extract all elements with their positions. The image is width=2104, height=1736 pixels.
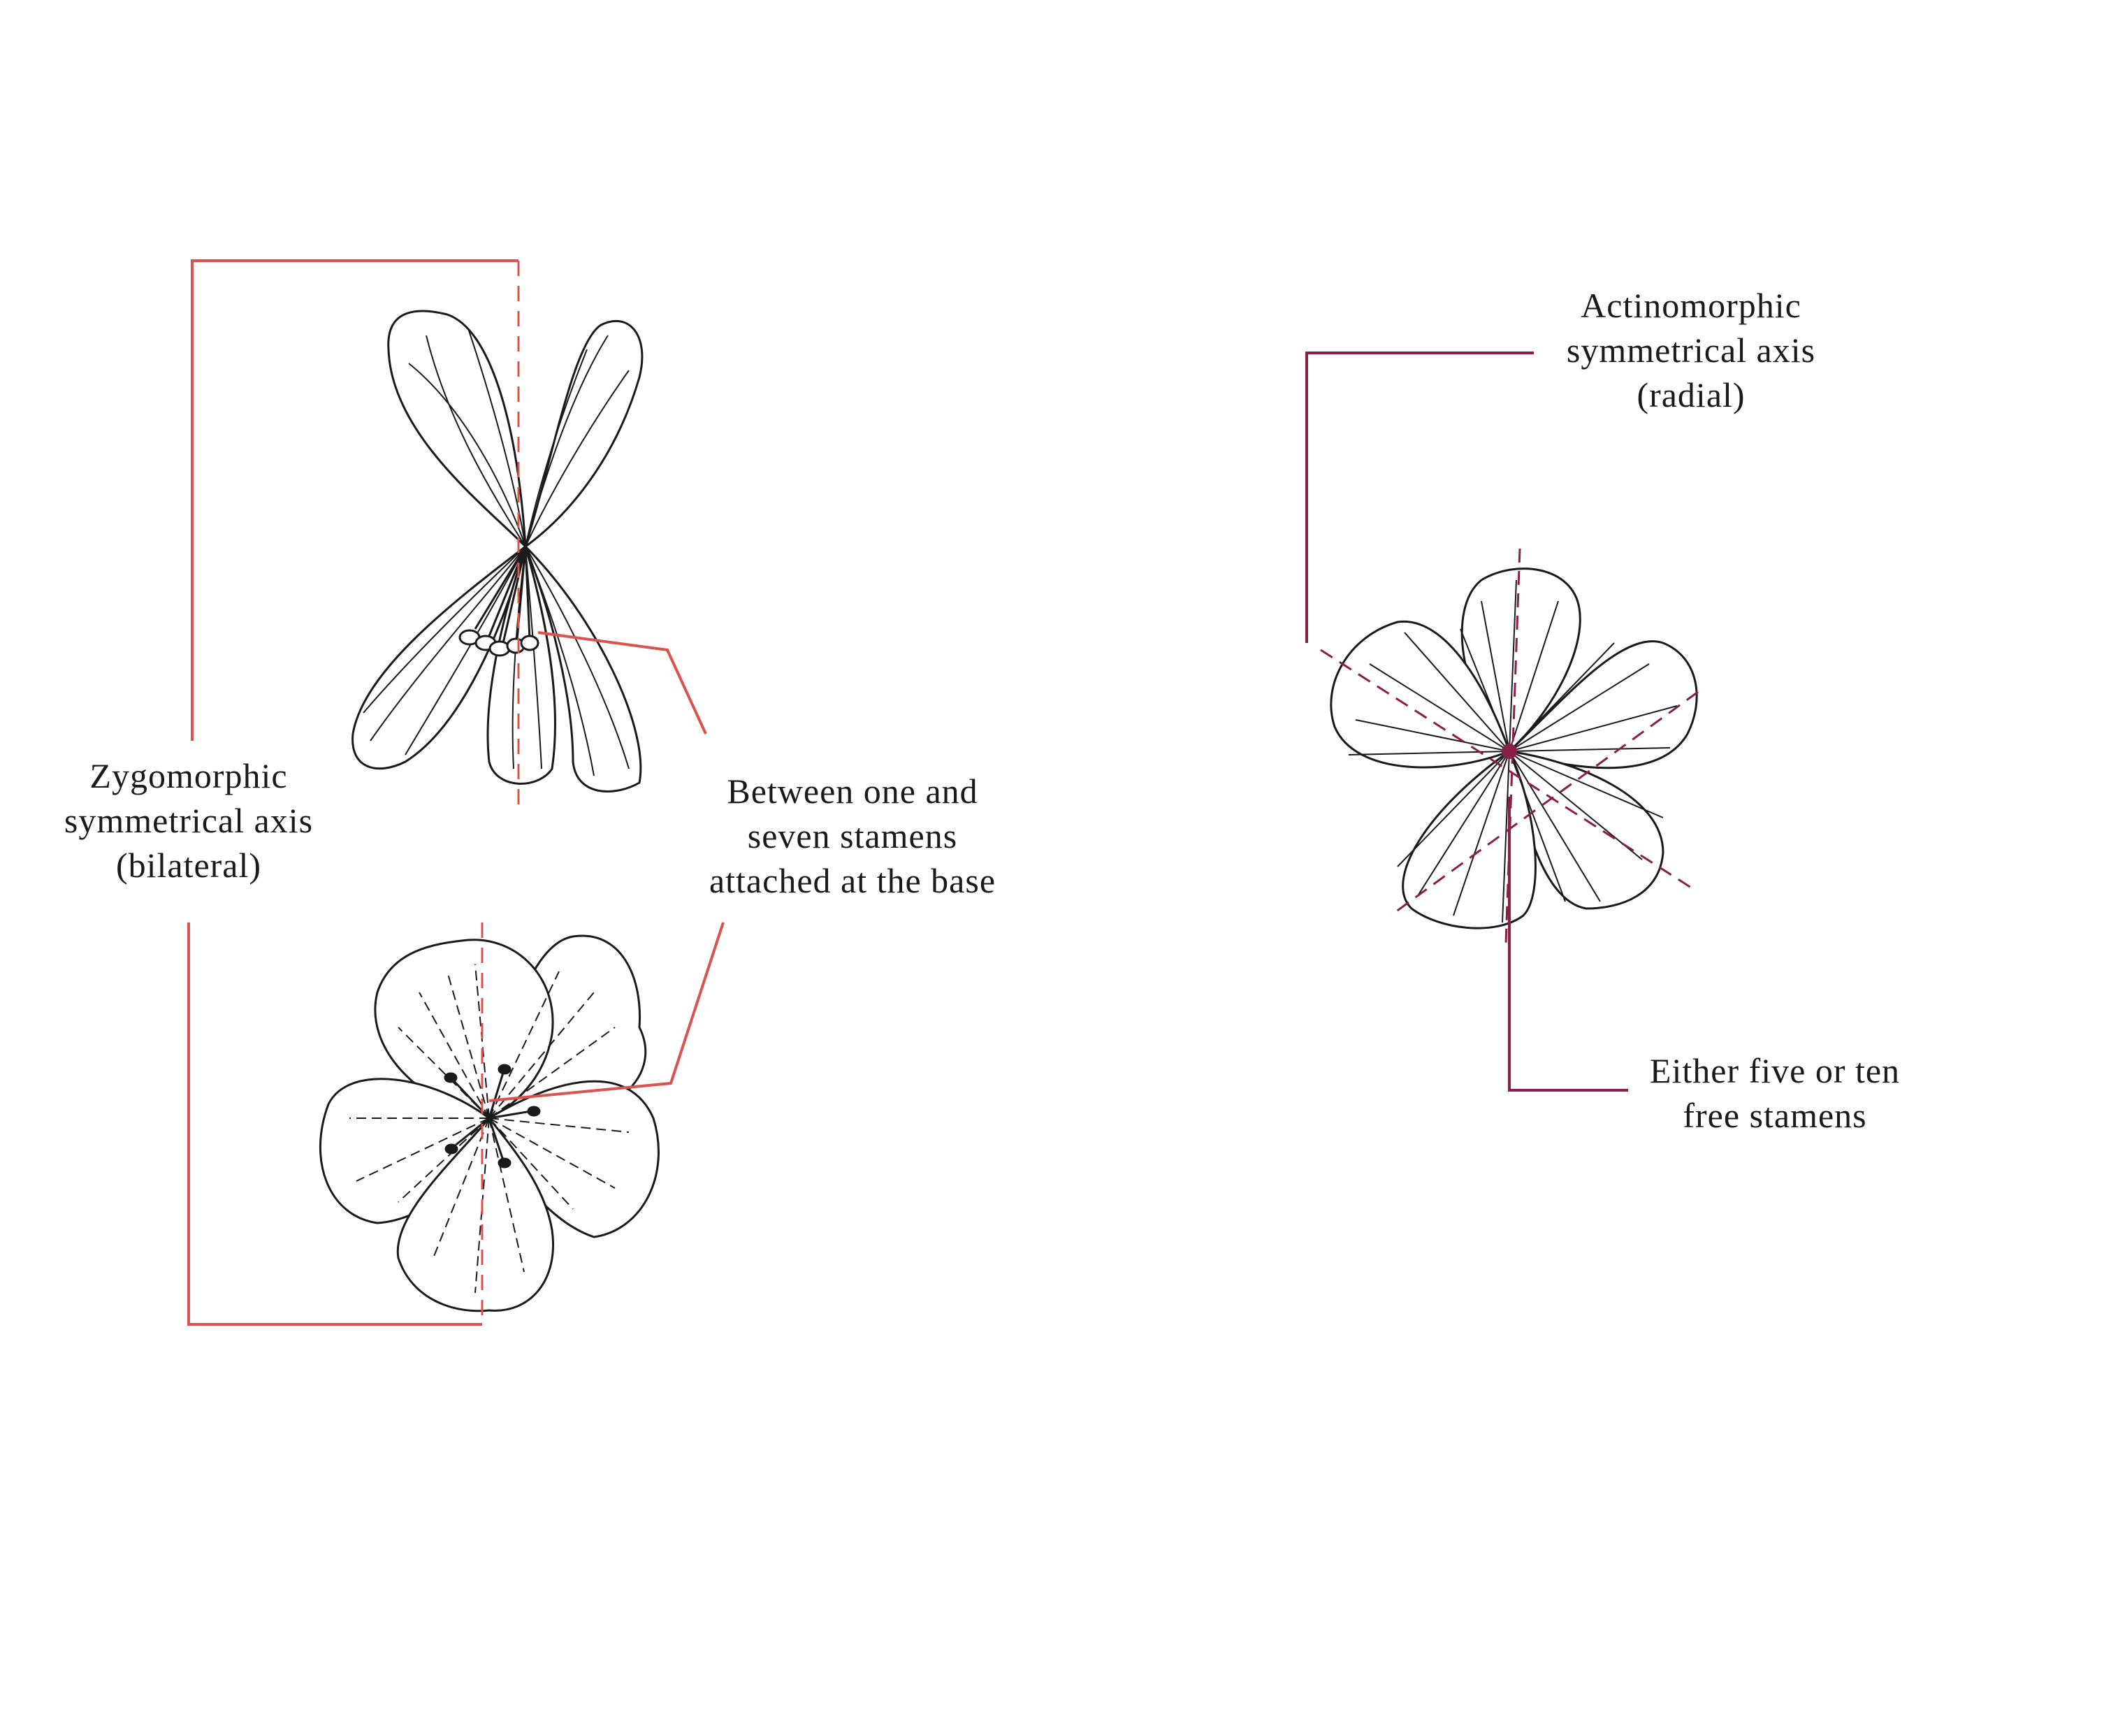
zygomorphic-front-flower xyxy=(319,934,660,1312)
stamens-left-label-line1: Between one and xyxy=(727,772,978,811)
zygomorphic-label: Zygomorphic symmetrical axis (bilateral) xyxy=(28,753,349,888)
actinomorphic-center xyxy=(1502,744,1517,759)
actinomorphic-label-line2: symmetrical axis xyxy=(1566,331,1816,370)
stamens-left-label-line2: seven stamens xyxy=(747,816,958,855)
zygomorphic-label-line3: (bilateral) xyxy=(115,846,262,885)
stamens-right-label-line2: free stamens xyxy=(1683,1096,1867,1135)
stamens-left-label: Between one and seven stamens attached a… xyxy=(685,769,1020,903)
stamens-right-label-line1: Either five or ten xyxy=(1649,1051,1901,1090)
bilateral-axis-bracket xyxy=(187,259,725,1326)
actinomorphic-label: Actinomorphic symmetrical axis (radial) xyxy=(1523,283,1859,417)
stamens-left-label-line3: attached at the base xyxy=(709,861,996,900)
bilateral-axis-dashed xyxy=(481,261,520,1324)
actinomorphic-label-line3: (radial) xyxy=(1637,375,1746,414)
zygomorphic-label-line2: symmetrical axis xyxy=(64,801,314,840)
stamens-right-label: Either five or ten free stamens xyxy=(1607,1048,1943,1138)
zygomorphic-front-veins xyxy=(349,964,630,1294)
actinomorphic-flower xyxy=(1330,567,1698,930)
radial-axis-dashed xyxy=(1320,548,1699,944)
zygomorphic-side-flower xyxy=(351,310,644,793)
actinomorphic-veins xyxy=(1348,579,1678,923)
actinomorphic-label-line1: Actinomorphic xyxy=(1581,286,1801,325)
zygomorphic-side-stamens xyxy=(458,546,539,657)
zygomorphic-front-stamens xyxy=(444,1064,541,1169)
zygomorphic-label-line1: Zygomorphic xyxy=(89,756,288,795)
radial-axis-pointers xyxy=(1305,352,1628,1092)
zygomorphic-side-veins xyxy=(363,328,630,776)
